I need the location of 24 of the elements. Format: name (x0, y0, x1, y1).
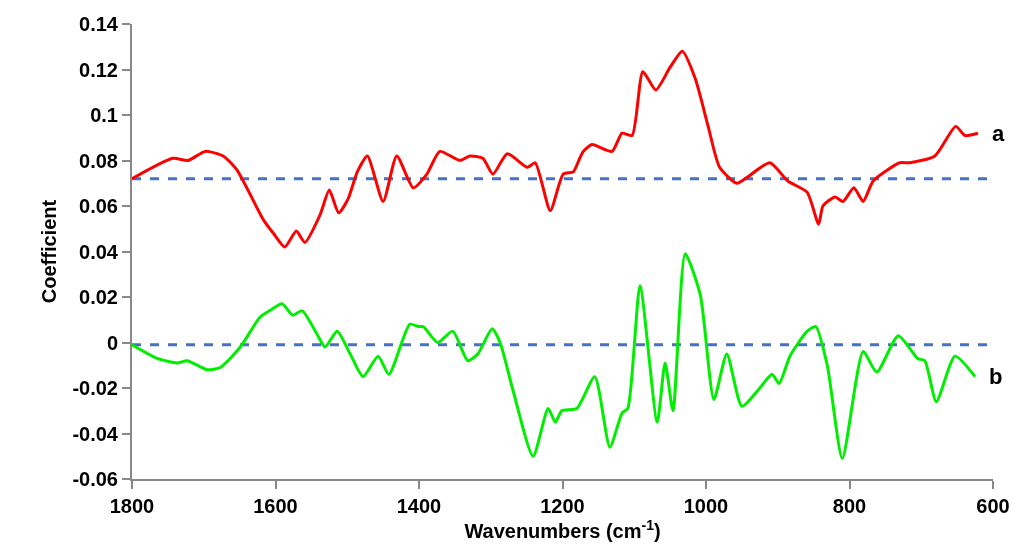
x-tick-label: 600 (976, 495, 1010, 517)
y-tick-label: 0.1 (90, 104, 118, 126)
line-series (132, 49, 980, 249)
y-axis-title: Coefficient (38, 199, 61, 304)
line-series (132, 252, 977, 461)
x-tick-label: 1400 (396, 495, 442, 517)
y-tick-label: -0.02 (72, 377, 118, 399)
y-tick-label: 0.12 (79, 58, 118, 81)
x-tick-label: 1600 (253, 495, 298, 517)
y-tick-label: 0 (106, 331, 118, 354)
x-tick-label: 1000 (683, 495, 729, 517)
series-label: a (992, 121, 1005, 146)
y-tick-label: 0.08 (79, 149, 118, 172)
series-label: b (989, 364, 1003, 389)
y-tick-label: 0.02 (79, 286, 118, 308)
y-tick-label: -0.06 (72, 468, 118, 490)
x-axis-title: Wavenumbers (cm$^{-1}$) (464, 517, 661, 543)
x-tick-label: 1200 (540, 495, 585, 517)
y-tick-label: 0.04 (79, 240, 119, 263)
y-tick-label: 0.14 (79, 13, 119, 35)
x-tick-label: 1800 (109, 495, 155, 517)
x-tick-label: 800 (832, 495, 867, 517)
y-tick-label: -0.04 (72, 422, 119, 445)
y-tick-label: 0.06 (79, 195, 118, 217)
